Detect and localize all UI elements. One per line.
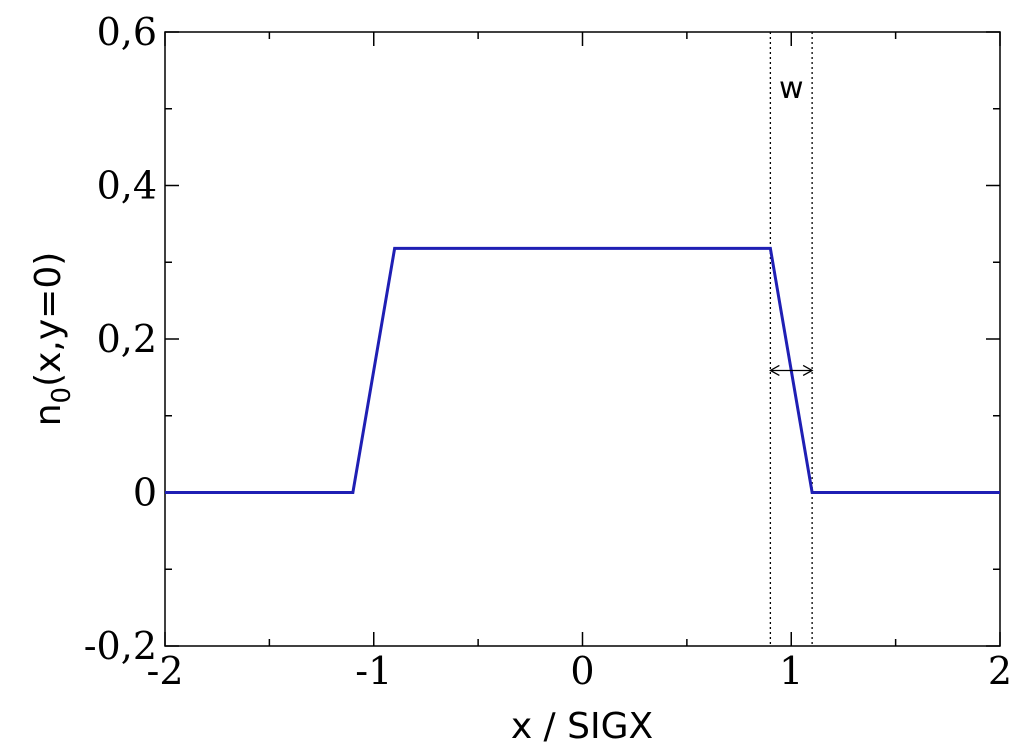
- x-tick-label: -2: [146, 649, 183, 693]
- y-tick-label: 0,4: [97, 164, 157, 208]
- width-arrow: [769, 364, 814, 377]
- width-arrow-head-right: [802, 364, 814, 377]
- plot-frame: [164, 31, 1001, 647]
- width-guides: [769, 32, 813, 646]
- x-axis-title: x / SIGX: [511, 706, 653, 746]
- axis-ticks: [164, 31, 1001, 647]
- width-arrow-head-left: [769, 364, 780, 377]
- series-line: [165, 246, 1000, 494]
- y-tick-label: -0,2: [84, 624, 157, 668]
- series-group: [165, 246, 1000, 494]
- y-tick-label: 0,6: [97, 10, 157, 54]
- y-tick-label: 0,2: [97, 317, 157, 361]
- y-axis-title-subscript: 0: [47, 387, 77, 404]
- x-tick-label: -1: [355, 649, 392, 693]
- y-axis-title-main: n: [28, 403, 69, 426]
- y-axis-title-rest: (x,y=0): [28, 252, 69, 387]
- y-tick-label: 0: [133, 471, 157, 515]
- x-tick-labels: -2 -1 0 1 2: [146, 649, 1012, 693]
- x-tick-label: 1: [779, 649, 803, 693]
- y-axis-title: n0(x,y=0): [28, 252, 77, 427]
- x-tick-label: 0: [570, 649, 594, 693]
- width-label: w: [779, 71, 804, 106]
- x-tick-label: 2: [988, 649, 1012, 693]
- y-tick-labels: -0,2 0 0,2 0,4 0,6: [84, 10, 157, 668]
